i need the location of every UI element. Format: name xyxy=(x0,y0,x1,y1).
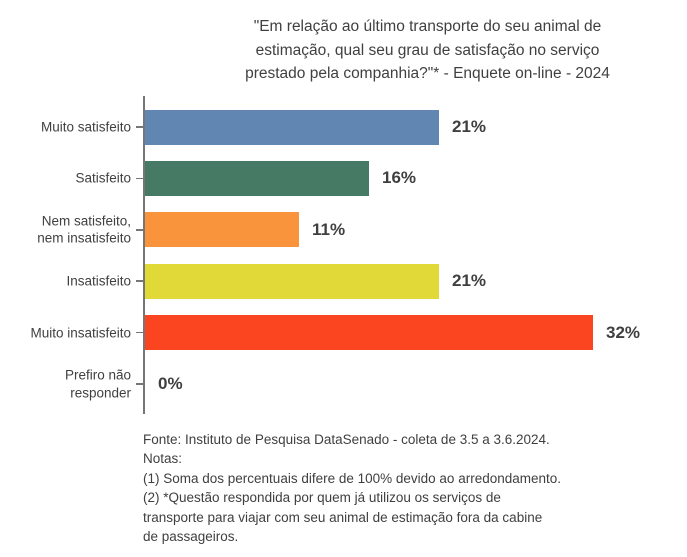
y-axis-line xyxy=(143,96,145,414)
value-label: 0% xyxy=(158,374,183,393)
axis-tick-mark xyxy=(136,383,143,385)
value-label: 11% xyxy=(312,219,346,239)
value-label: 21% xyxy=(452,271,487,291)
axis-tick-mark xyxy=(136,280,143,282)
bar xyxy=(145,109,439,145)
bar xyxy=(145,263,439,299)
axis-tick-mark xyxy=(136,229,143,231)
chart-title-line: "Em relação ao último transporte do seu … xyxy=(253,18,602,35)
bar xyxy=(145,315,593,351)
source-notes-line: Notas: xyxy=(143,451,183,467)
chart-title: "Em relação ao último transporte do seu … xyxy=(168,15,687,86)
value-label: 21% xyxy=(452,117,487,136)
axis-tick-mark xyxy=(136,331,143,334)
axis-tick-mark xyxy=(136,177,143,180)
category-label: Muito insatisfeito xyxy=(30,324,131,340)
source-notes-line: (2) *Questão respondida por quem já util… xyxy=(143,490,501,506)
axis-tick-mark xyxy=(136,126,143,128)
source-notes: Fonte: Instituto de Pesquisa DataSenado … xyxy=(143,430,687,546)
source-notes-line: transporte para viajar com seu animal de… xyxy=(143,509,543,525)
value-label: 16% xyxy=(382,168,417,188)
bar xyxy=(145,212,299,248)
category-label: Prefiro não responder xyxy=(64,367,131,401)
chart-title-line: estimação, qual seu grau de satisfação n… xyxy=(255,41,600,59)
value-label: 32% xyxy=(606,322,641,342)
category-label: Insatisfeito xyxy=(66,273,131,289)
bar xyxy=(145,160,369,196)
source-notes-line: Fonte: Instituto de Pesquisa DataSenado … xyxy=(143,432,550,447)
category-label: Nem satisfeito, nem insatisfeito xyxy=(37,213,131,246)
category-label: Satisfeito xyxy=(75,170,131,186)
category-label: Muito satisfeito xyxy=(40,119,131,135)
chart-title-line: prestado pela companhia?"* - Enquete on-… xyxy=(245,65,610,82)
source-notes-line: de passageiros. xyxy=(143,529,239,545)
source-notes-line: (1) Soma dos percentuais difere de 100% … xyxy=(143,470,562,486)
